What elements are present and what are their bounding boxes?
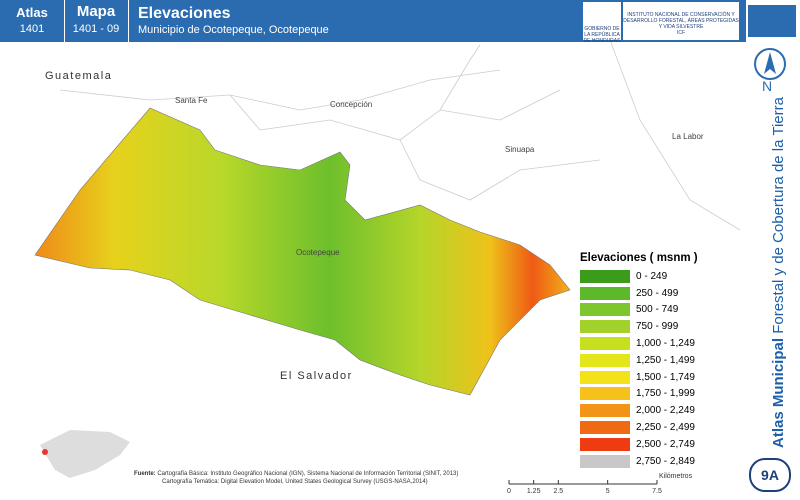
legend-label: 0 - 249 <box>636 270 668 282</box>
subtitle: Municipio de Ocotepeque, Ocotepeque <box>138 24 329 36</box>
sheet-number: 9A <box>749 458 791 492</box>
legend-item: 1,250 - 1,499 <box>580 352 730 369</box>
legend-item: 500 - 749 <box>580 302 730 319</box>
scale-unit: Kilómetros <box>659 473 693 480</box>
legend-swatch <box>580 404 630 418</box>
book-icon <box>748 5 796 37</box>
scale-tick-label: 5 <box>606 488 610 495</box>
legend-swatch <box>580 370 630 384</box>
legend-swatch <box>580 437 630 451</box>
series-title-bold: Atlas Municipal <box>770 337 787 448</box>
legend-label: 500 - 749 <box>636 304 679 316</box>
legend-item: 1,750 - 1,999 <box>580 386 730 403</box>
legend-label: 1,500 - 1,749 <box>636 371 695 383</box>
legend-label: 750 - 999 <box>636 321 679 333</box>
legend-item: 2,500 - 2,749 <box>580 436 730 453</box>
legend-swatch <box>580 337 630 351</box>
legend-swatch <box>580 353 630 367</box>
map-label: Mapa <box>76 3 116 20</box>
legend-items: 0 - 249 250 - 499 500 - 749 750 - 999 1,000 … <box>580 268 730 470</box>
series-title-rest: Forestal y de Cobertura de la Tierra <box>770 97 787 334</box>
country-label: El Salvador <box>280 370 353 382</box>
map-number: 1401 - 09 <box>72 23 120 35</box>
scale-tick-label: 7.5 <box>652 488 662 495</box>
legend-item: 750 - 999 <box>580 318 730 335</box>
municipality-elevation <box>34 107 571 396</box>
legend-item: 2,250 - 2,499 <box>580 419 730 436</box>
logo-text: INSTITUTO NACIONAL DE CONSERVACIÓN Y DES… <box>623 12 739 30</box>
legend-swatch <box>580 286 630 300</box>
legend-item: 2,000 - 2,249 <box>580 402 730 419</box>
place-label: Concepción <box>330 100 373 109</box>
atlas-box: Atlas 1401 <box>0 0 65 42</box>
boundaries <box>59 39 741 231</box>
legend-swatch <box>580 320 630 334</box>
logo-icf: INSTITUTO NACIONAL DE CONSERVACIÓN Y DES… <box>623 2 739 40</box>
scale-bar: 0 1.25 2.5 5 7.5 Kilómetros <box>507 473 693 495</box>
legend-swatch <box>580 387 630 401</box>
title: Elevaciones <box>138 5 231 22</box>
legend-label: 2,250 - 2,499 <box>636 422 695 434</box>
country-label: Guatemala <box>45 70 113 82</box>
source-line: Cartografía Temática: Digital Elevation … <box>162 479 428 485</box>
legend-label: 2,750 - 2,849 <box>636 455 695 467</box>
place-label: Sinuapa <box>505 145 535 154</box>
legend-item: 0 - 249 <box>580 268 730 285</box>
logo-text: GOBIERNO DE LA REPÚBLICA DE HONDURAS <box>583 26 621 44</box>
legend-swatch <box>580 454 630 468</box>
legend-label: 2,000 - 2,249 <box>636 405 695 417</box>
logo-text: ICF <box>676 30 686 36</box>
scale-tick-label: 2.5 <box>553 488 563 495</box>
legend-item: 1,000 - 1,249 <box>580 335 730 352</box>
legend-item: 2,750 - 2,849 <box>580 453 730 470</box>
legend-label: 2,500 - 2,749 <box>636 438 695 450</box>
place-label: Ocotepeque <box>296 248 340 257</box>
legend-swatch <box>580 421 630 435</box>
header: Atlas 1401 Mapa 1401 - 09 Elevaciones Mu… <box>0 0 746 44</box>
atlas-number: 1401 <box>19 23 45 35</box>
atlas-label: Atlas <box>16 5 48 20</box>
map-box: Mapa 1401 - 09 <box>64 0 129 42</box>
north-label: N <box>762 78 773 94</box>
legend-label: 1,750 - 1,999 <box>636 388 695 400</box>
legend-swatch <box>580 269 630 283</box>
place-label: La Labor <box>672 132 704 141</box>
legend-title: Elevaciones ( msnm ) <box>580 252 698 264</box>
series-title: Atlas Municipal Forestal y de Cobertura … <box>770 97 787 448</box>
north-arrow <box>754 48 786 80</box>
place-label: Santa Fe <box>175 96 208 105</box>
legend: Elevaciones ( msnm ) 0 - 249 250 - 499 500… <box>580 252 730 470</box>
legend-label: 250 - 499 <box>636 287 679 299</box>
source-line: Fuente: Cartografía Básica: Instituto Ge… <box>134 470 458 478</box>
legend-swatch <box>580 303 630 317</box>
side-panel: N 9A <box>746 0 800 500</box>
source: Fuente: Cartografía Básica: Instituto Ge… <box>134 470 458 486</box>
legend-label: 1,250 - 1,499 <box>636 354 695 366</box>
locator-map <box>40 430 130 478</box>
logo-government: GOBIERNO DE LA REPÚBLICA DE HONDURAS <box>583 2 621 44</box>
legend-item: 250 - 499 <box>580 285 730 302</box>
source-label: Fuente: <box>134 471 156 477</box>
legend-label: 1,000 - 1,249 <box>636 338 695 350</box>
source-text: Cartografía Básica: Instituto Geográfico… <box>157 471 459 477</box>
legend-item: 1,500 - 1,749 <box>580 369 730 386</box>
scale-tick-label: 1.25 <box>527 488 541 495</box>
scale-tick-label: 0 <box>507 488 511 495</box>
